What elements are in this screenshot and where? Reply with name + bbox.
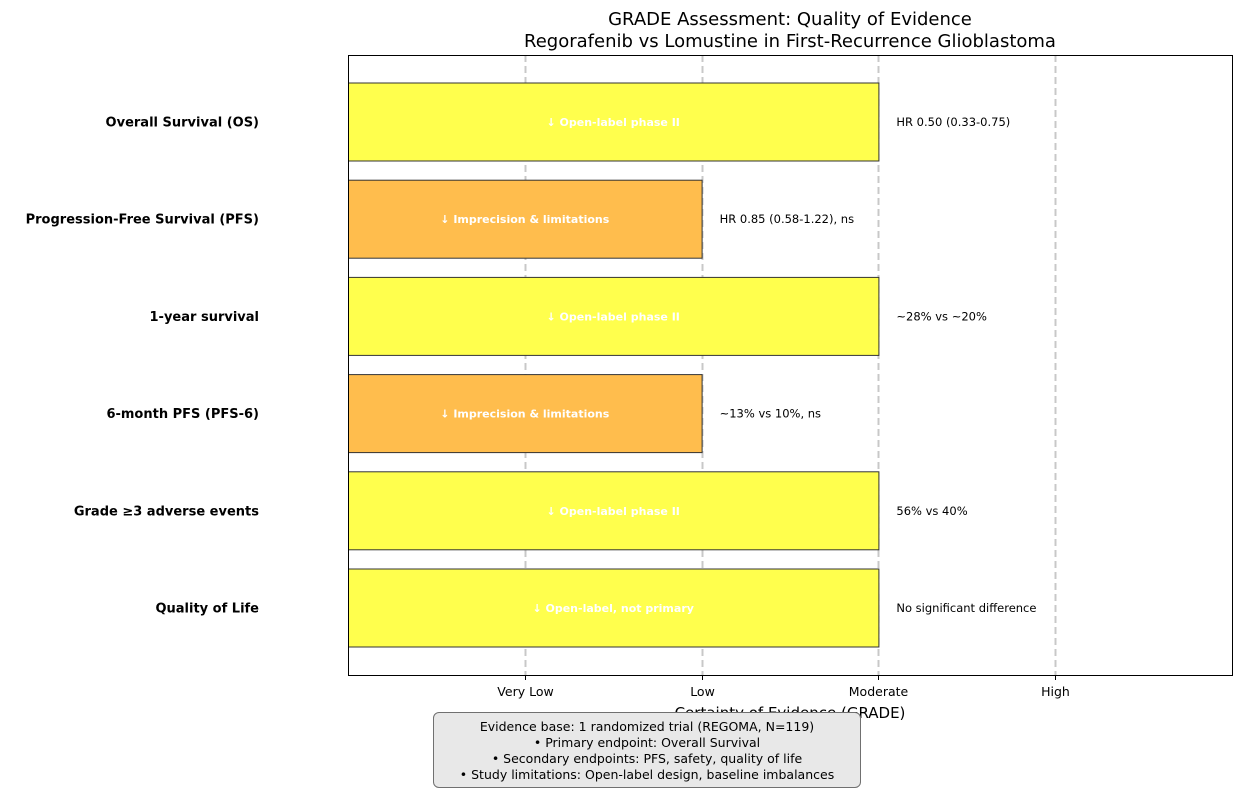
bar-labels: ↓ Open-label phase II ↓ Imprecision & lim… (440, 116, 694, 615)
bar (348, 374, 703, 454)
category-label: 6-month PFS (PFS-6) (106, 407, 259, 422)
x-tick-label: Very Low (497, 684, 553, 699)
x-tick-label: Low (690, 684, 715, 699)
bar-label: ↓ Open-label, not primary (532, 602, 693, 615)
plot-frame (348, 55, 1233, 676)
x-tick-label: Moderate (849, 684, 909, 699)
bar-label: ↓ Imprecision & limitations (440, 408, 609, 421)
bar (348, 471, 880, 551)
bar (348, 82, 880, 162)
evidence-line: • Secondary endpoints: PFS, safety, qual… (491, 751, 803, 766)
bar-annotation: HR 0.50 (0.33-0.75) (896, 115, 1010, 129)
evidence-summary-box: Evidence base: 1 randomized trial (REGOM… (433, 712, 861, 788)
category-label: Overall Survival (OS) (106, 116, 259, 131)
category-label: 1-year survival (150, 310, 259, 325)
bar-label: ↓ Open-label phase II (546, 116, 679, 129)
bar-label: ↓ Open-label phase II (546, 505, 679, 518)
bar-annotation: ~28% vs ~20% (896, 309, 987, 323)
evidence-line: • Study limitations: Open-label design, … (459, 767, 835, 782)
evidence-line: • Primary endpoint: Overall Survival (533, 735, 761, 750)
bars (348, 82, 880, 648)
bar-annotation: ~13% vs 10%, ns (720, 407, 821, 421)
x-tick-labels: Very Low Low Moderate High (497, 675, 1070, 699)
chart-subtitle: Regorafenib vs Lomustine in First-Recurr… (524, 31, 1056, 52)
category-label: Grade ≥3 adverse events (74, 504, 259, 519)
evidence-line: Evidence base: 1 randomized trial (REGOM… (479, 719, 815, 734)
bar-label: ↓ Imprecision & limitations (440, 213, 609, 226)
annotations: HR 0.50 (0.33-0.75) HR 0.85 (0.58-1.22), … (720, 115, 1037, 615)
bar-label: ↓ Open-label phase II (546, 310, 679, 323)
bar (348, 276, 880, 356)
bar-annotation: 56% vs 40% (896, 504, 967, 518)
x-tick-label: High (1041, 684, 1070, 699)
category-label: Progression-Free Survival (PFS) (26, 213, 259, 228)
chart-title: GRADE Assessment: Quality of Evidence (608, 9, 972, 30)
category-labels: Overall Survival (OS) Progression-Free Su… (26, 116, 260, 617)
category-label: Quality of Life (155, 602, 259, 617)
bar (348, 568, 880, 648)
bar-annotation: HR 0.85 (0.58-1.22), ns (720, 212, 854, 226)
bar-annotation: No significant difference (896, 601, 1036, 615)
